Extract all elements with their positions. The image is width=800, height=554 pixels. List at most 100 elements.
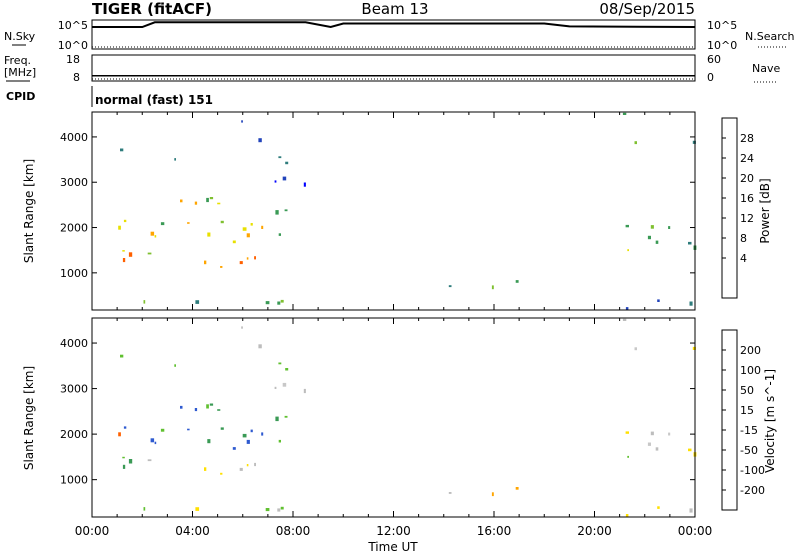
- colorbar-frame: [721, 329, 738, 511]
- heatmap-cell: [154, 235, 157, 238]
- beam-title: Beam 13: [361, 0, 428, 18]
- colorbar-tick-label: 15: [740, 404, 754, 417]
- heatmap-cell: [622, 318, 627, 321]
- heatmap-cell: [120, 148, 124, 152]
- colorbar-tick-label: -50: [740, 444, 758, 457]
- heatmap-cell: [688, 448, 692, 452]
- x-tick-label: 16:00: [477, 524, 512, 538]
- heatmap-cell: [689, 508, 693, 513]
- x-tick-label: 00:00: [75, 524, 110, 538]
- heatmap-cell: [282, 176, 287, 181]
- heatmap-cell: [143, 300, 146, 304]
- freq-left-tick-bottom: 8: [73, 71, 80, 84]
- colorbar-tick-label: -15: [740, 424, 758, 437]
- noise-left-label: N.Sky: [4, 30, 36, 43]
- heatmap-cell: [160, 428, 165, 432]
- colorbar-tick-label: 8: [740, 232, 747, 245]
- heatmap-cell: [254, 462, 256, 467]
- heatmap-cell: [195, 507, 200, 511]
- heatmap-cell: [118, 432, 121, 437]
- heatmap-cell: [147, 459, 152, 462]
- cpid-label: CPID: [6, 90, 35, 103]
- heatmap-cell: [154, 441, 157, 445]
- colorbar-tick-label: 100: [740, 364, 761, 377]
- heatmap-cell: [277, 301, 281, 305]
- heatmap-cell: [668, 226, 671, 229]
- heatmap-cell: [303, 388, 306, 394]
- noise-right-tick-bottom: 10^0: [707, 39, 737, 52]
- heatmap-cell: [278, 439, 281, 443]
- heatmap-cell: [204, 467, 207, 471]
- heatmap-cell: [277, 508, 281, 512]
- heatmap-cell: [657, 506, 660, 509]
- heatmap-cell: [118, 225, 121, 230]
- date-title: 08/Sep/2015: [599, 0, 695, 18]
- heatmap-cell: [246, 257, 249, 260]
- heatmap-cell: [625, 431, 629, 434]
- heatmap-cell: [692, 140, 696, 144]
- velocity-y-axis: 1000 2000 3000 4000: [60, 337, 695, 487]
- y-tick-label: 2000: [60, 222, 88, 235]
- freq-right-tick-top: 60: [707, 53, 721, 66]
- heatmap-cell: [239, 261, 243, 265]
- freq-label-line2: [MHz]: [4, 66, 36, 79]
- heatmap-cell: [120, 354, 124, 358]
- heatmap-cell: [122, 258, 126, 263]
- heatmap-cell: [627, 249, 629, 252]
- heatmap-cell: [220, 427, 224, 430]
- heatmap-cell: [242, 433, 247, 438]
- heatmap-cell: [123, 219, 127, 223]
- heatmap-cell: [246, 233, 250, 238]
- velocity-heatmap: [118, 318, 697, 517]
- heatmap-cell: [278, 362, 282, 365]
- heatmap-cell: [634, 347, 637, 351]
- heatmap-cell: [448, 285, 452, 288]
- colorbar-tick-label: 50: [740, 384, 754, 397]
- heatmap-cell: [280, 299, 284, 303]
- heatmap-cell: [282, 382, 287, 387]
- heatmap-cell: [250, 223, 253, 226]
- colorbar-tick-label: 4: [740, 252, 747, 265]
- x-tick-label: 20:00: [577, 524, 612, 538]
- heatmap-cell: [622, 112, 627, 115]
- heatmap-cell: [689, 301, 693, 306]
- heatmap-cell: [688, 241, 692, 245]
- heatmap-cell: [625, 514, 629, 517]
- heatmap-cell: [180, 405, 183, 409]
- heatmap-cell: [278, 156, 282, 159]
- heatmap-cell: [180, 199, 183, 203]
- heatmap-cell: [128, 252, 133, 257]
- heatmap-cell: [275, 416, 279, 422]
- freq-panel-frame: [91, 54, 696, 82]
- heatmap-cell: [284, 415, 288, 418]
- heatmap-cell: [195, 300, 200, 304]
- heatmap-cell: [220, 266, 223, 268]
- heatmap-cell: [123, 426, 127, 429]
- colorbar-tick-label: -200: [740, 484, 765, 497]
- heatmap-cell: [627, 455, 629, 458]
- heatmap-cell: [232, 240, 236, 244]
- heatmap-cell: [122, 250, 125, 252]
- heatmap-cell: [250, 429, 253, 433]
- noise-sky-line: [92, 21, 696, 29]
- heatmap-cell: [220, 220, 224, 224]
- heatmap-cell: [515, 487, 519, 490]
- power-ylabel: Slant Range [km]: [22, 159, 36, 263]
- heatmap-cell: [650, 431, 654, 436]
- noise-left-tick-bottom: 10^0: [58, 39, 88, 52]
- heatmap-cell: [150, 231, 155, 236]
- heatmap-cell: [150, 438, 155, 443]
- y-tick-label: 2000: [60, 428, 88, 441]
- cpid-value: normal (fast) 151: [95, 93, 213, 107]
- heatmap-cell: [274, 180, 277, 183]
- heatmap-cell: [303, 182, 306, 187]
- heatmap-cell: [280, 506, 284, 510]
- colorbar-tick-label: 20: [740, 172, 754, 185]
- heatmap-cell: [242, 227, 247, 231]
- heatmap-cell: [174, 364, 176, 367]
- heatmap-cell: [657, 299, 660, 302]
- heatmap-cell: [187, 428, 190, 431]
- heatmap-cell: [285, 161, 289, 165]
- velocity-x-axis: 00:00 04:00 08:00 12:00 16:00 20:00 00:00: [75, 318, 712, 538]
